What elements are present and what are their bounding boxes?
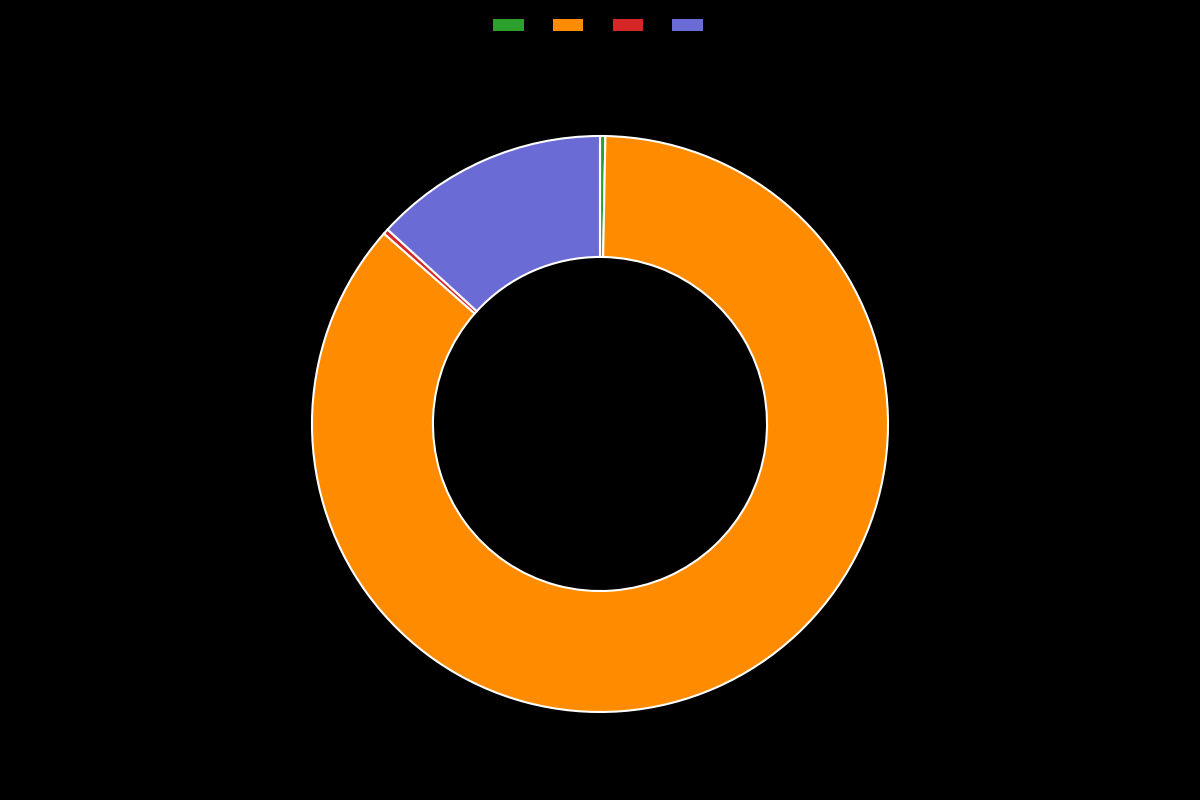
Wedge shape	[388, 136, 600, 311]
Wedge shape	[312, 136, 888, 712]
Wedge shape	[384, 230, 476, 314]
Legend: , , , : , , ,	[487, 14, 713, 38]
Wedge shape	[600, 136, 606, 257]
